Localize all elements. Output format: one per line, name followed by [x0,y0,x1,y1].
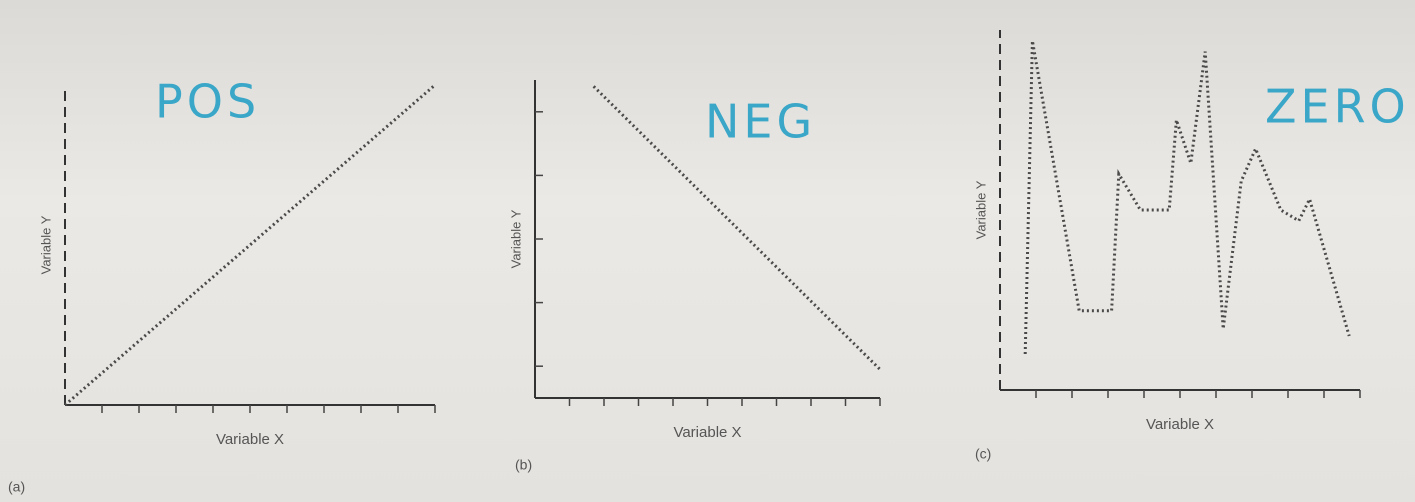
y-axis-label: Variable Y [973,180,988,239]
panel-label: (c) [975,446,991,462]
data-line [65,85,435,405]
x-axis-label: Variable X [673,424,741,441]
panel-label: (b) [515,457,532,473]
page: Variable X Variable Y POS (a) Variable X Vari… [0,0,1415,502]
annotation: ZERO [1265,80,1410,134]
annotation: NEG [705,95,816,149]
y-axis-label: Variable Y [38,215,53,274]
panel-label: (a) [8,479,25,495]
x-axis-label: Variable X [216,431,284,448]
y-axis-label: Variable Y [508,209,523,268]
x-axis-label: Variable X [1146,416,1214,433]
annotation: POS [155,75,260,129]
